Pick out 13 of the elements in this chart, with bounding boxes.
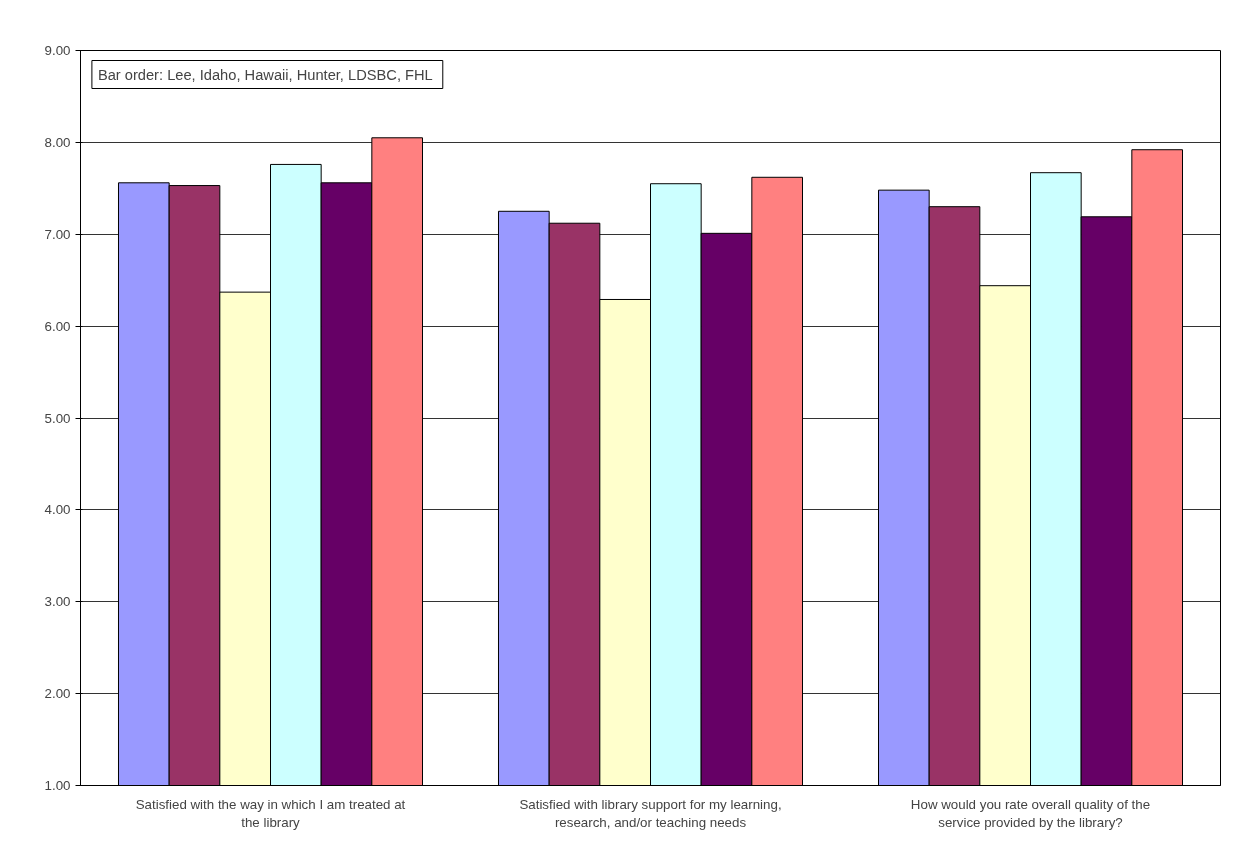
y-tick-label: 7.00: [44, 226, 71, 242]
x-tick-label: Satisfied with the way in which I am treated at the library: [135, 796, 406, 830]
y-tick-label: 6.00: [44, 318, 71, 334]
y-tick-label: 5.00: [44, 410, 71, 426]
y-tick-label: 3.00: [44, 594, 71, 610]
y-tick-label: 9.00: [44, 43, 71, 58]
y-tick-label: 4.00: [44, 502, 71, 518]
x-tick-label: Satisfied with library support for my learning, research, and/or teaching needs: [519, 796, 782, 830]
y-tick-label: 2.00: [44, 686, 71, 702]
x-tick-label: How would you rate overall quality of the service provided by the library?: [910, 796, 1151, 830]
y-tick-label: 1.00: [44, 778, 71, 793]
annotation: Bar order: Lee, Idaho, Hawaii, Hunter, LDSBC, FHL: [97, 66, 433, 83]
y-tick-label: 8.00: [44, 134, 71, 150]
